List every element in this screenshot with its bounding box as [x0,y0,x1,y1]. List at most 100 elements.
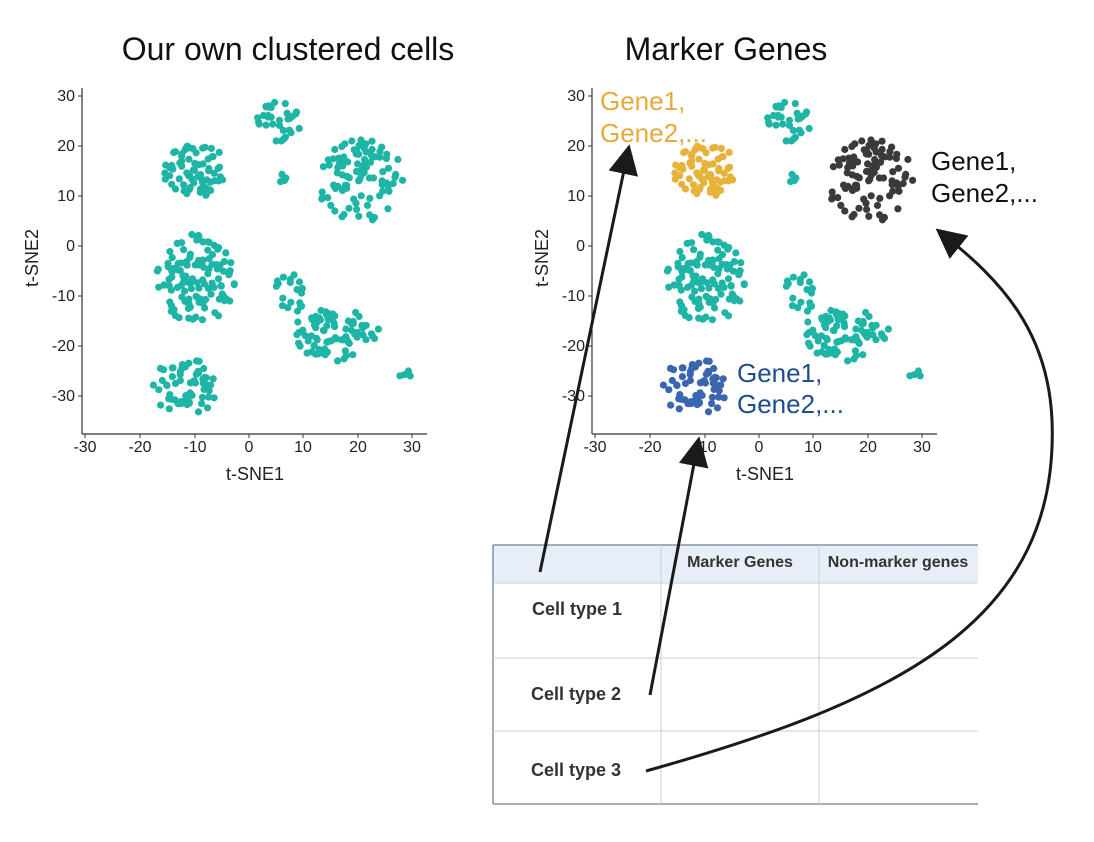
cell-point [703,279,711,287]
cell-point [180,181,188,189]
cell-point [340,210,348,219]
right-x-tick-label: 10 [804,439,822,456]
cell-point [332,335,340,343]
cell-point [725,295,733,303]
cell-point [708,175,716,183]
cell-point [201,373,209,381]
cell-point [727,282,735,290]
cell-point [711,143,719,151]
cell-point [841,184,850,192]
cell-point [732,249,740,257]
cell-point [202,295,210,304]
cell-point [304,337,312,345]
cell-point [198,400,206,408]
left-x-tick-label: 10 [294,439,312,456]
cell-point [162,161,170,169]
cell-point [200,364,208,373]
cell-point [892,154,901,163]
left-y-tick-label: 10 [57,188,75,205]
cell-point [686,370,694,378]
cell-point [205,238,213,246]
cell-point [884,325,893,333]
cell-point [360,144,368,152]
cell-point [765,120,773,128]
right-x-tick-label: -20 [638,439,661,456]
cell-point [178,152,186,160]
cell-point [779,120,787,128]
cell-point [379,168,387,176]
cell-point [217,282,225,290]
cell-point [690,277,698,285]
cell-point [155,283,163,291]
cell-point [794,115,802,123]
cell-point [878,137,886,145]
cell-point [687,400,695,408]
cell-point [177,400,185,408]
cell-point [175,175,183,183]
cell-point [192,149,200,157]
cell-point [853,184,861,192]
cell-point [862,167,871,176]
left-x-tick-labels: -30 -20 -10 0 10 20 30 [73,439,421,456]
cell-point [295,278,304,286]
cell-point [828,188,836,196]
cell-point [318,195,326,203]
cell-point [709,256,717,264]
left-x-tick-label: -20 [128,439,151,456]
cell-point [198,316,206,324]
cell-point [681,396,689,404]
cell-point [862,199,870,207]
cell-point [718,251,727,259]
cell-point [191,166,199,175]
table-row-label-cell-type-1: Cell type 1 [532,599,622,619]
cell-point [209,153,217,161]
cell-point [714,284,723,293]
cell-point [685,314,693,322]
cell-point [342,325,350,333]
cell-point [280,135,288,143]
cell-point [785,121,794,129]
cell-point [789,126,797,134]
cell-point [805,278,814,286]
cell-point [888,181,896,189]
cell-point [880,334,889,342]
cell-point [817,332,826,340]
cell-point [717,144,726,152]
cell-point [724,265,733,273]
cell-point [704,408,713,416]
cell-point [737,259,745,267]
cell-point [370,334,379,342]
connector-arrows [538,144,1054,773]
right-y-tick-label: 20 [567,138,585,155]
cell-point [796,278,804,287]
cell-point [826,316,835,324]
cell-point [354,160,362,168]
cell-point [889,168,897,176]
right-y-tick-label: -20 [562,338,585,355]
cell-point [774,111,782,120]
right-y-tick-label: 30 [567,88,585,105]
cell-point [193,279,201,287]
cell-point [190,179,198,187]
cell-point [370,213,378,221]
right-y-tick-label: -30 [562,388,585,405]
cell-point [273,277,281,285]
cell-point [671,169,679,177]
cell-point [279,294,287,302]
left-x-tick-label: 30 [403,439,421,456]
cell-point [348,326,356,335]
cell-point [312,324,320,332]
table-row-label-cell-type-2: Cell type 2 [531,684,621,704]
cell-point [225,270,233,278]
cell-point [204,246,212,254]
cell-point [394,155,402,164]
cell-point [324,194,332,202]
cell-point [331,145,339,154]
cell-point [785,116,794,124]
cell-point [672,161,680,169]
cell-point [341,347,349,355]
cell-point [357,136,365,144]
cell-point [205,393,213,401]
left-ticks [78,95,413,438]
cell-point [711,373,719,381]
